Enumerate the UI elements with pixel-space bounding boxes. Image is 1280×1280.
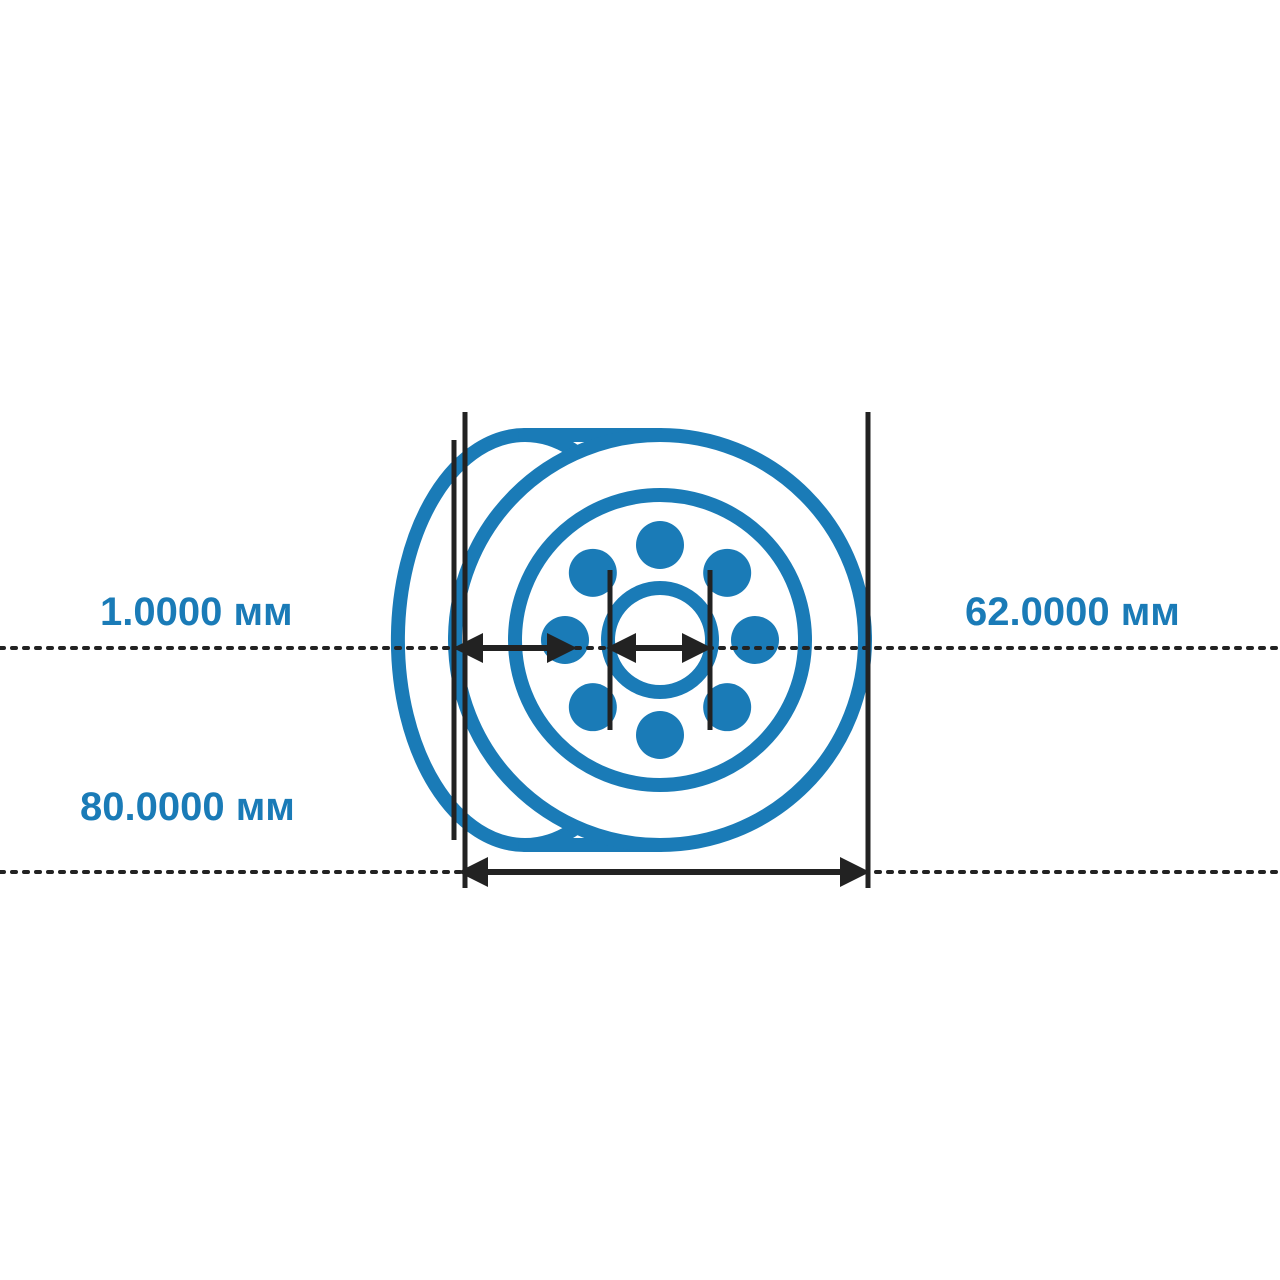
bearing-ball [636, 521, 684, 569]
bearing-ball [541, 616, 589, 664]
bearing-ball [731, 616, 779, 664]
label-bore: 80.0000 мм [80, 785, 295, 829]
bearing-ball [636, 711, 684, 759]
label-outer-dia: 62.0000 мм [965, 590, 1180, 634]
label-width: 1.0000 мм [100, 590, 293, 634]
